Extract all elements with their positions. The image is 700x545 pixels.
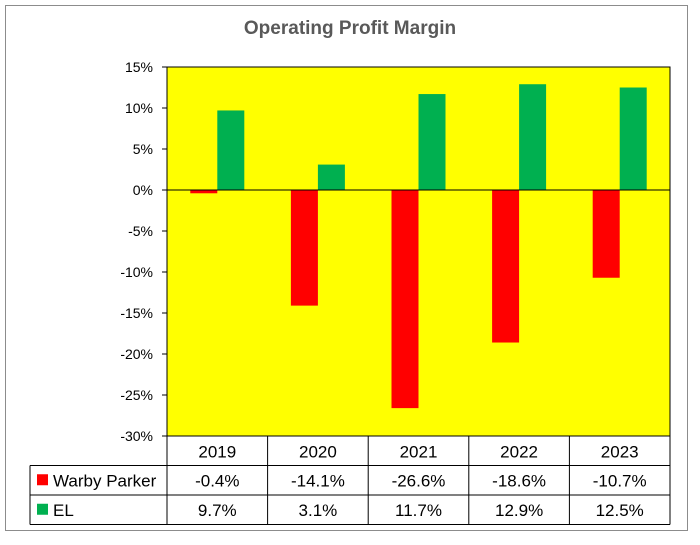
bar-el-2022 (519, 84, 547, 190)
bar-el-2019 (217, 110, 245, 190)
y-tick-label: -5% (128, 223, 153, 239)
category-label: 2022 (500, 443, 538, 462)
bar-el-2020 (317, 164, 345, 190)
y-tick-label: -30% (120, 428, 153, 444)
legend-label: EL (53, 501, 74, 520)
data-label: -0.4% (195, 471, 239, 490)
data-label: -26.6% (392, 471, 446, 490)
data-label: 3.1% (299, 501, 338, 520)
legend-swatch (37, 503, 48, 515)
y-tick-label: -20% (120, 346, 153, 362)
data-label: 11.7% (395, 501, 442, 520)
y-tick-label: 0% (133, 182, 153, 198)
data-label: 12.5% (596, 501, 644, 520)
bar-warby-parker-2021 (391, 190, 419, 409)
bar-warby-parker-2023 (592, 190, 620, 278)
y-tick-label: 10% (125, 100, 153, 116)
category-label: 2019 (198, 443, 236, 462)
bar-el-2021 (418, 94, 446, 190)
bar-warby-parker-2019 (190, 190, 218, 194)
y-tick-label: -15% (120, 305, 153, 321)
bar-warby-parker-2022 (492, 190, 520, 343)
data-label: 9.7% (198, 501, 237, 520)
y-tick-label: -25% (120, 387, 153, 403)
data-label: -18.6% (492, 471, 546, 490)
data-label: -10.7% (593, 471, 647, 490)
chart-title: Operating Profit Margin (243, 18, 457, 39)
legend-label: Warby Parker (53, 471, 157, 490)
legend-swatch (37, 474, 48, 486)
y-tick-label: 15% (125, 59, 153, 75)
bar-warby-parker-2020 (290, 190, 318, 306)
data-label: 12.9% (495, 501, 543, 520)
data-label: -14.1% (291, 471, 345, 490)
category-label: 2023 (601, 443, 639, 462)
bar-el-2023 (619, 87, 647, 190)
category-label: 2020 (299, 443, 337, 462)
category-label: 2021 (400, 443, 438, 462)
y-tick-label: 5% (133, 141, 153, 157)
y-tick-label: -10% (120, 264, 153, 280)
